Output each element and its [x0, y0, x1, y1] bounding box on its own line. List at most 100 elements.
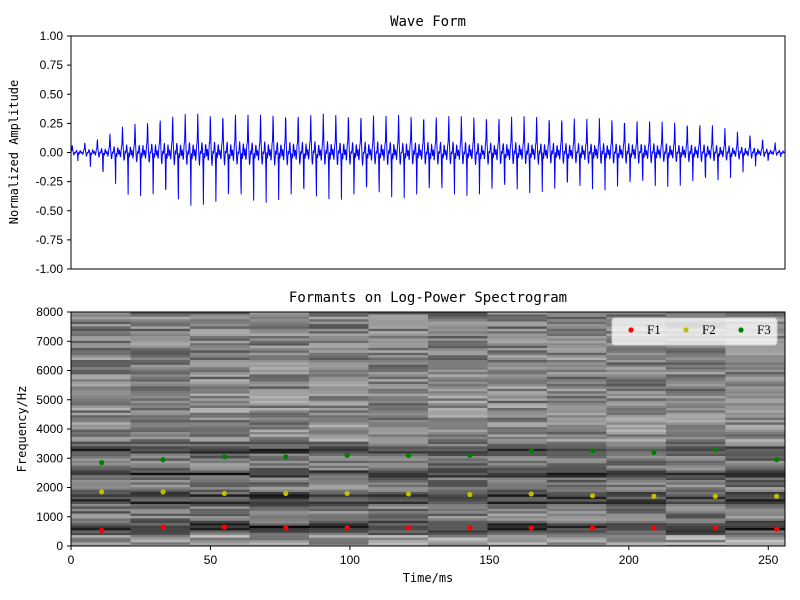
spectrogram-cell — [249, 544, 310, 546]
spectrogram-cell — [71, 364, 131, 368]
spectrogram-cell — [427, 530, 488, 533]
spectrogram-cell — [427, 470, 488, 473]
spectrogram-cell — [130, 360, 191, 363]
spectrogram-cell — [427, 328, 488, 332]
spectrogram-cell — [130, 410, 191, 413]
spectrogram-cell — [487, 362, 548, 365]
spectrogram-cell — [71, 362, 131, 365]
spectrogram-cell — [189, 508, 250, 512]
spectrogram-cell — [665, 451, 726, 454]
spectrogram-cell — [368, 511, 429, 514]
spectrogram-cell — [308, 456, 369, 459]
spectrogram-cell — [546, 362, 607, 365]
spectrogram-cell — [249, 439, 310, 442]
spectrogram-cell — [606, 492, 667, 495]
spectrogram-cell — [249, 420, 310, 423]
spectrogram-cell — [189, 386, 250, 389]
spectrogram-cell — [546, 391, 607, 394]
spectrogram-cell — [368, 465, 429, 469]
spectrogram-cell — [130, 321, 191, 325]
spectrogram-cell — [189, 468, 250, 471]
spectrogram-cell — [487, 453, 548, 457]
spectrogram-cell — [546, 513, 607, 517]
spectrogram-cell — [189, 326, 250, 329]
spectrogram-cell — [249, 470, 310, 473]
formant-point-f1 — [160, 524, 166, 530]
spectrogram-cell — [368, 501, 429, 505]
spectrogram-cell — [130, 525, 191, 529]
spectrogram-cell — [368, 336, 429, 339]
spectrogram-cell — [487, 480, 548, 483]
spectrogram-cell — [71, 508, 131, 512]
spectrogram-cell — [606, 379, 667, 382]
spectrogram-image — [71, 312, 785, 546]
spectrogram-cell — [368, 384, 429, 387]
spectrogram-cell — [427, 472, 488, 476]
spectrogram-cell — [130, 372, 191, 375]
spectrogram-title: Formants on Log-Power Spectrogram — [289, 290, 567, 306]
spectrogram-cell — [487, 386, 548, 389]
spectrogram-cell — [725, 453, 785, 457]
spectrogram-cell — [71, 384, 131, 387]
spectrogram-cell — [71, 372, 131, 375]
spectrogram-cell — [546, 367, 607, 370]
spectrogram-cell — [189, 367, 250, 370]
spectrogram-cell — [427, 396, 488, 399]
spectrogram-cell — [725, 314, 785, 317]
spectrogram-cell — [189, 537, 250, 541]
spectrogram-cell — [546, 314, 607, 317]
spectrogram-cell — [725, 420, 785, 423]
spectrogram-cell — [368, 480, 429, 483]
spectrogram-cell — [249, 312, 310, 315]
spectrogram-cell — [249, 424, 310, 428]
spectrogram-cell — [71, 516, 131, 519]
spectrogram-cell — [427, 492, 488, 495]
spectrogram-cell — [189, 381, 250, 385]
spectrogram-cell — [130, 391, 191, 394]
spectrogram-cell — [427, 355, 488, 358]
spectrogram-cell — [249, 376, 310, 380]
spectrogram-cell — [665, 532, 726, 536]
y-tick-label: 8000 — [36, 305, 63, 319]
spectrogram-cell — [189, 324, 250, 327]
spectrogram-cell — [725, 460, 785, 464]
spectrogram-cell — [249, 326, 310, 329]
spectrogram-cell — [130, 520, 191, 524]
spectrogram-cell — [725, 482, 785, 485]
spectrogram-cell — [189, 355, 250, 358]
spectrogram-cell — [546, 528, 607, 531]
spectrogram-cell — [546, 436, 607, 440]
spectrogram-cell — [308, 420, 369, 423]
spectrogram-cell — [308, 532, 369, 536]
spectrogram-cell — [546, 417, 607, 421]
spectrogram-cell — [189, 456, 250, 459]
spectrogram-cell — [368, 492, 429, 495]
spectrogram-cell — [249, 367, 310, 370]
spectrogram-cell — [308, 444, 369, 447]
spectrogram-cell — [249, 499, 310, 502]
spectrogram-cell — [427, 535, 488, 538]
spectrogram-cell — [308, 501, 369, 505]
waveform-title: Wave Form — [390, 14, 466, 30]
spectrogram-cell — [665, 422, 726, 425]
spectrogram-cell — [665, 513, 726, 517]
spectrogram-cell — [546, 460, 607, 464]
spectrogram-cell — [308, 468, 369, 471]
spectrogram-cell — [606, 494, 667, 497]
spectrogram-cell — [427, 441, 488, 445]
spectrogram-cell — [665, 472, 726, 476]
spectrogram-cell — [427, 352, 488, 356]
spectrogram-cell — [308, 352, 369, 356]
spectrogram-cell — [606, 422, 667, 425]
spectrogram-cell — [130, 468, 191, 471]
spectrogram-cell — [725, 511, 785, 514]
spectrogram-cell — [546, 343, 607, 346]
spectrogram-cell — [546, 403, 607, 406]
spectrogram-cell — [368, 367, 429, 370]
spectrogram-cell — [725, 518, 785, 521]
spectrogram-cell — [71, 417, 131, 421]
spectrogram-cell — [606, 417, 667, 421]
spectrogram-cell — [427, 506, 488, 509]
spectrogram-cell — [189, 429, 250, 433]
spectrogram-cell — [189, 403, 250, 406]
